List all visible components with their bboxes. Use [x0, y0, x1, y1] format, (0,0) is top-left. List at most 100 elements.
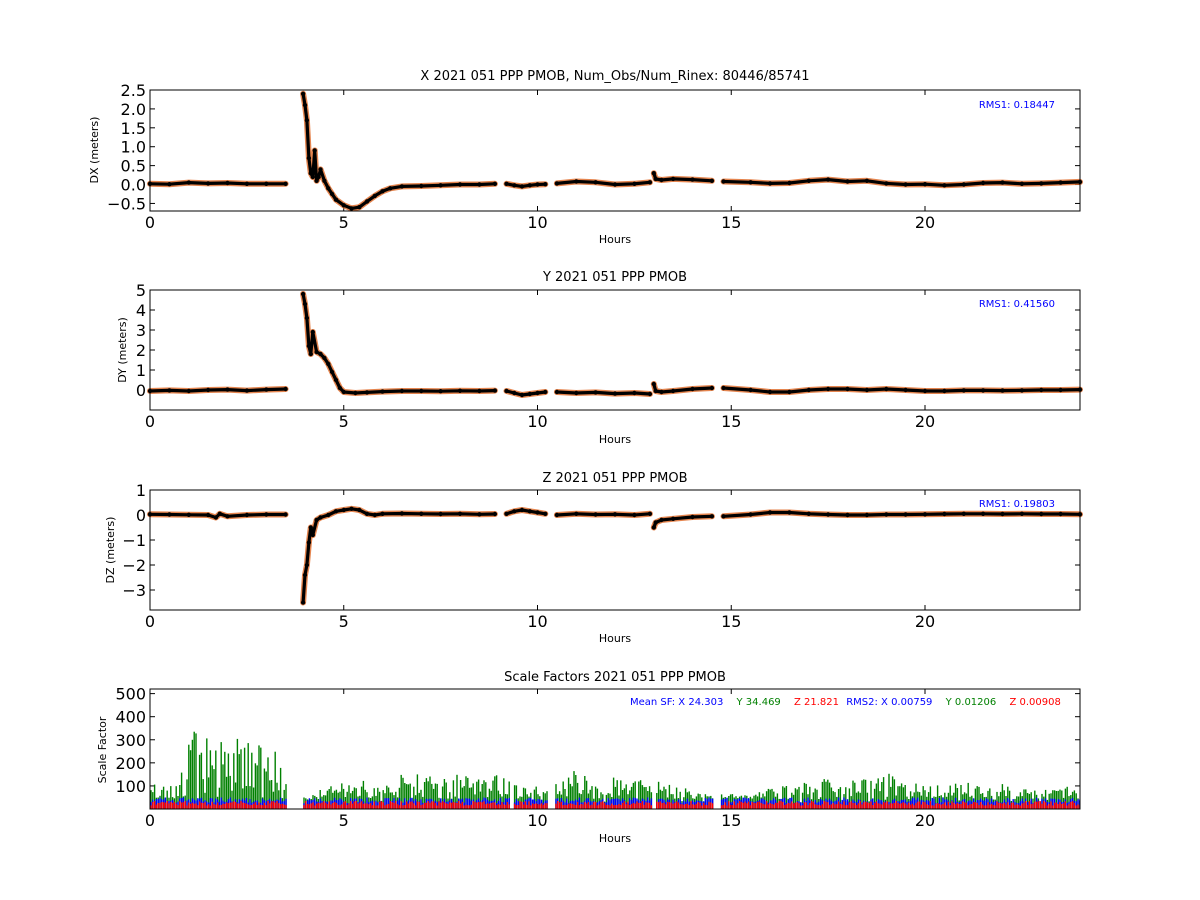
panel-dy-point: [419, 388, 424, 394]
panel-dy-ytick-label: 5: [136, 281, 146, 300]
panel-dx-point: [535, 182, 540, 187]
panel-dy-point: [519, 392, 525, 398]
panel-dz-xtick-label: 5: [339, 612, 349, 631]
panel-dx-point: [961, 182, 966, 187]
panel-dz-point: [980, 511, 986, 516]
panel-dz-point: [554, 512, 560, 518]
panel-dy-ylabel: DY (meters): [116, 317, 129, 382]
panel-dy-point: [884, 386, 889, 392]
panel-dx-point: [322, 178, 327, 183]
panel-dz-point: [884, 512, 889, 517]
panel-dz-point: [612, 512, 618, 517]
sf-rms2-x: RMS2: X 0.00759: [846, 697, 932, 708]
panel-dy-point: [364, 390, 370, 395]
panel-dx-series-0: [148, 181, 288, 186]
panel-dz-xtick-label: 20: [915, 612, 935, 631]
panel-dz-point: [659, 517, 664, 523]
panel-sf-xtick-label: 0: [145, 811, 155, 830]
panel-dy-point: [651, 381, 656, 387]
panel-dx-point: [349, 206, 354, 211]
panel-dz-point: [721, 514, 726, 519]
panel-dy-point: [167, 388, 172, 393]
panel-dy-point: [527, 391, 532, 397]
panel-dx-point: [244, 181, 250, 186]
panel-dz-point: [787, 510, 792, 515]
panel-dy-point: [748, 387, 753, 393]
panel-dy: Y 2021 051 PPP PMOB Hours DY (meters) RM…: [116, 270, 1055, 446]
panel-dz-point: [574, 511, 579, 516]
panel-dx-point: [504, 181, 509, 186]
panel-dy-xtick-label: 10: [527, 412, 547, 431]
panel-dx: X 2021 051 PPP PMOB, Num_Obs/Num_Rinex: …: [88, 69, 1055, 246]
panel-dy-point: [244, 388, 250, 393]
panel-dx-point: [721, 179, 726, 184]
panel-dx-point: [845, 179, 850, 184]
panel-dy-point: [477, 388, 482, 394]
panel-dy-point: [304, 315, 310, 321]
panel-dy-point: [300, 291, 306, 297]
panel-dy-point: [264, 387, 269, 392]
panel-dz-point: [283, 512, 288, 517]
panel-dy-point: [322, 355, 327, 361]
panel-dz-point: [333, 509, 339, 514]
panel-dy-point: [593, 390, 598, 395]
panel-dx-point: [632, 181, 637, 186]
panel-dx-plot: 0 5 10 15 20 −0.50.00.51.01.52.02.5: [107, 81, 1083, 232]
panel-dy-point: [903, 387, 908, 393]
panel-dx-point: [477, 182, 482, 187]
panel-dx-point: [302, 102, 308, 108]
panel-sf-ytick-label: 300: [115, 731, 146, 750]
panel-sf-ytick-label: 200: [115, 754, 146, 773]
panel-dy-point: [612, 391, 618, 396]
panel-dz-ytick-label: −3: [122, 581, 146, 600]
panel-dz-title: Z 2021 051 PPP PMOB: [542, 471, 687, 486]
panel-dx-xtick-label: 5: [339, 213, 349, 232]
panel-dx-xtick-label: 20: [915, 213, 935, 232]
panel-dx-point: [310, 174, 315, 180]
panel-dz-point: [372, 512, 377, 518]
panel-dy-point: [186, 388, 191, 394]
panel-dx-point: [612, 182, 618, 187]
panel-dy-xtick-label: 15: [721, 412, 741, 431]
sf-series-z: [150, 800, 1081, 809]
panel-dz-ylabel: DZ (meters): [104, 517, 117, 584]
panel-dy-point: [574, 390, 579, 396]
panel-dx-point: [186, 180, 191, 185]
panel-dz-series-1: [301, 507, 497, 605]
panel-dz-point: [399, 511, 405, 516]
panel-dx-point: [806, 178, 811, 183]
sf-mean-z: Z 21.821: [794, 697, 839, 708]
panel-sf-xtick-label: 10: [527, 811, 547, 830]
panel-dx-point: [1019, 181, 1025, 186]
panel-dx-point: [326, 186, 331, 191]
panel-dy-xtick-label: 0: [145, 412, 155, 431]
panel-sf-plot: 0 5 10 15 20 100 200 300 400 500: [115, 685, 1081, 830]
panel-dy-ytick-label: 4: [136, 301, 146, 320]
panel-dx-point: [864, 178, 870, 183]
panel-dx-xtick-label: 0: [145, 213, 155, 232]
panel-dz-point: [477, 512, 482, 517]
panel-dy-point: [721, 385, 726, 391]
chart-marks: 0 5 10 15 20−0.50.00.51.01.52.02.50 5 10 15 2001…: [107, 81, 1083, 830]
panel-dz: Z 2021 051 PPP PMOB Hours DZ (meters) RM…: [104, 471, 1055, 645]
panel-dy-point: [922, 388, 928, 394]
panel-dz-point: [492, 511, 498, 517]
panel-dz-series-0: [148, 512, 288, 520]
panel-dx-point: [300, 91, 306, 97]
panel-dz-point: [864, 512, 870, 518]
panel-dy-point: [787, 389, 792, 395]
panel-dy-point: [961, 388, 966, 393]
panel-dz-point: [457, 511, 463, 516]
panel-dy-series-3: [555, 390, 652, 396]
panel-dz-point: [527, 509, 532, 514]
panel-dz-point: [438, 511, 443, 517]
panel-dx-point: [690, 177, 695, 182]
panel-dy-ytick-label: 1: [136, 361, 146, 380]
panel-dx-point: [306, 155, 312, 161]
panel-dz-point: [225, 514, 230, 519]
panel-sf-xtick-label: 15: [721, 811, 741, 830]
panel-dx-point: [205, 181, 211, 186]
panel-dx-ytick-label: 0.5: [121, 157, 146, 176]
